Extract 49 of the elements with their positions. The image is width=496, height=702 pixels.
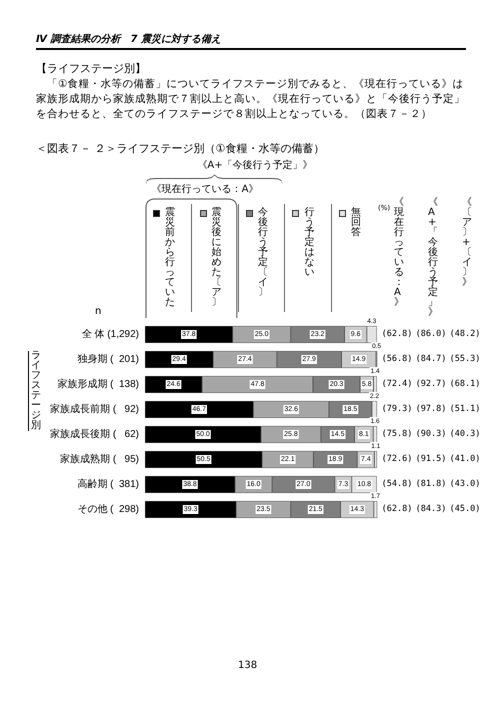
text: (75.8) bbox=[380, 428, 414, 439]
legend-label: 無回答 bbox=[350, 207, 361, 238]
text: (51.1) bbox=[448, 404, 482, 414]
text: 《〔ア〕+〔イ〕》 bbox=[462, 197, 472, 288]
text: 《現在行っている：A》 bbox=[394, 197, 404, 308]
text: (72.6) bbox=[380, 454, 414, 464]
text: 《A+「今後行う予定」》 bbox=[196, 160, 314, 172]
text: (45.0) bbox=[448, 504, 482, 514]
legend-label: 行う予定はない bbox=[304, 207, 314, 278]
text: (55.3) bbox=[448, 354, 482, 364]
text: 《A+「今後行う予定」》 bbox=[428, 197, 438, 318]
text: 「①食糧・水等の備蓄」についてライフステージ別でみると、《現在行っている》は家族形成期から家族成熟期で７割以上と高い。《現在行っている》と「今後行う予定」を合わせると、全てのライフステージで８割以上となっている。（図表７－２） bbox=[36, 77, 466, 122]
text: 震災前から行っていた bbox=[165, 207, 176, 308]
text: (68.1) bbox=[448, 378, 482, 389]
y-tick-label: その他 ( 298) bbox=[77, 503, 139, 515]
text: 震災後に始めた〔ア〕 bbox=[212, 207, 222, 308]
text: 今後行う予定〔イ〕 bbox=[258, 207, 268, 298]
y-tick-label: 家族成長前期 ( 92) bbox=[50, 403, 139, 415]
text: Ⅳ 調査結果の分析 7 震災に対する備え bbox=[36, 34, 466, 50]
text: (72.4) bbox=[380, 378, 414, 389]
text: (56.8) bbox=[380, 354, 414, 364]
text: (41.0) bbox=[448, 454, 482, 464]
y-tick-label: 全 体 (1,292) bbox=[82, 328, 139, 340]
text: (79.3) bbox=[380, 404, 414, 414]
text: (92.7) bbox=[414, 378, 448, 389]
y-tick-label: 独身期 ( 201) bbox=[77, 353, 139, 365]
text: n bbox=[95, 306, 102, 318]
text: 138 bbox=[238, 660, 258, 672]
text: ライフステージ別 bbox=[30, 350, 41, 431]
text: (40.3) bbox=[448, 428, 482, 439]
text: (84.3) bbox=[414, 504, 448, 514]
text: 【ライフステージ別】 bbox=[36, 62, 146, 76]
text: (81.8) bbox=[414, 478, 448, 489]
y-tick-label: 家族成熟期 ( 95) bbox=[60, 453, 139, 465]
text: (48.2) bbox=[448, 328, 482, 339]
chart-title: ＜図表７－ ２＞ライフステージ別（①食糧・水等の備蓄） bbox=[36, 142, 324, 156]
text: (90.3) bbox=[414, 428, 448, 439]
text: (84.7) bbox=[414, 354, 448, 364]
text: (54.8) bbox=[380, 478, 414, 489]
text: (62.8) bbox=[380, 504, 414, 514]
text: (97.8) bbox=[414, 404, 448, 414]
text: 《現在行っている：A》 bbox=[150, 184, 260, 196]
text: (43.0) bbox=[448, 478, 482, 489]
y-tick-label: 家族成長後期 ( 62) bbox=[50, 428, 139, 440]
text: (86.0) bbox=[414, 328, 448, 339]
text: (91.5) bbox=[414, 454, 448, 464]
text: (62.8) bbox=[380, 328, 414, 339]
y-tick-label: 高齢期 ( 381) bbox=[77, 478, 139, 490]
y-tick-label: 家族形成期 ( 138) bbox=[57, 378, 139, 390]
